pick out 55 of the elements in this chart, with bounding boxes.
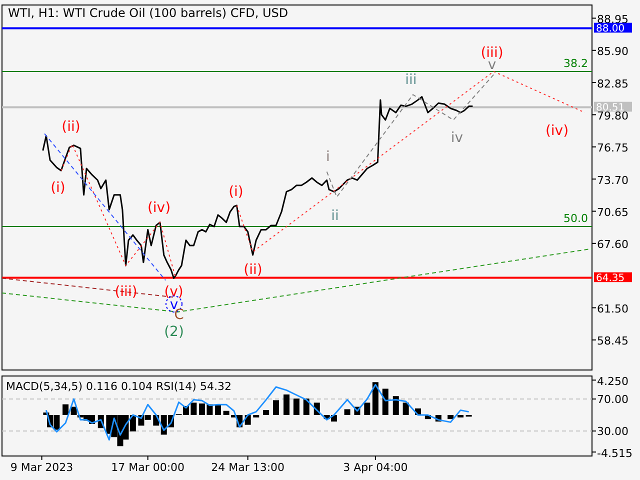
annotation: i bbox=[326, 149, 330, 165]
y-tick-label: 4.250 bbox=[597, 374, 628, 388]
annotation: (iii) bbox=[114, 284, 138, 300]
bar bbox=[392, 396, 399, 415]
annotation: ii bbox=[331, 208, 339, 224]
y-tick-label: 82.85 bbox=[597, 77, 628, 90]
y-tick-label: 79.80 bbox=[597, 110, 628, 123]
ref-line-label: 88.00 bbox=[596, 24, 625, 35]
annotation: (iv) bbox=[147, 200, 171, 216]
bar bbox=[382, 388, 388, 415]
bar bbox=[372, 382, 378, 415]
y-tick-label: 73.70 bbox=[597, 174, 628, 187]
y-tick-label: 61.50 bbox=[597, 302, 628, 316]
annotation: 50.0 bbox=[564, 212, 588, 225]
y-tick-label: -4.515 bbox=[597, 446, 632, 460]
chart-title: MACD(5,34,5) 0.116 0.104 RSI(14) 54.32 bbox=[6, 380, 232, 393]
bar bbox=[448, 414, 454, 420]
line-series bbox=[326, 74, 494, 198]
y-tick-label: 70.65 bbox=[597, 206, 628, 220]
y2-tick-label: 70.00 bbox=[597, 393, 628, 406]
y-tick-label: 58.45 bbox=[597, 334, 628, 348]
annotation: (i) bbox=[228, 184, 244, 200]
bar bbox=[263, 410, 270, 415]
bar bbox=[62, 404, 69, 415]
annotation: iii bbox=[405, 72, 417, 88]
bar bbox=[223, 410, 230, 415]
x-tick-label: 24 Mar 13:00 bbox=[211, 461, 285, 474]
bar bbox=[344, 409, 350, 415]
annotation: (2) bbox=[164, 324, 184, 340]
bar bbox=[253, 414, 260, 418]
chart-title: WTI, H1: WTI Crude Oil (100 barrels) CFD, USD bbox=[8, 6, 288, 20]
x-tick-label: 17 Mar 00:00 bbox=[111, 461, 185, 474]
annotation: (iv) bbox=[545, 123, 569, 139]
annotation: iv bbox=[450, 130, 464, 146]
annotation: 38.2 bbox=[564, 57, 588, 70]
x-tick-label: 9 Mar 2023 bbox=[10, 461, 74, 474]
bar bbox=[284, 394, 290, 415]
line-series bbox=[42, 96, 474, 279]
bar bbox=[364, 402, 370, 415]
bar bbox=[215, 405, 221, 415]
x-tick-label: 3 Apr 04:00 bbox=[343, 461, 408, 474]
bar bbox=[293, 398, 300, 415]
y2-tick-label: 30.00 bbox=[597, 425, 628, 438]
bar bbox=[402, 402, 409, 415]
annotation: (v) bbox=[164, 284, 184, 300]
annotation: (i) bbox=[50, 180, 66, 196]
annotation: (ii) bbox=[244, 262, 262, 278]
y-tick-label: 76.75 bbox=[597, 142, 628, 155]
annotation: (ii) bbox=[62, 119, 80, 135]
annotation: C bbox=[174, 307, 184, 323]
bar bbox=[458, 414, 464, 418]
bar bbox=[273, 400, 280, 415]
ref-line-label: 64.35 bbox=[596, 273, 625, 284]
y-tick-label: 85.90 bbox=[597, 45, 628, 58]
y-tick-label: 67.60 bbox=[597, 238, 628, 252]
